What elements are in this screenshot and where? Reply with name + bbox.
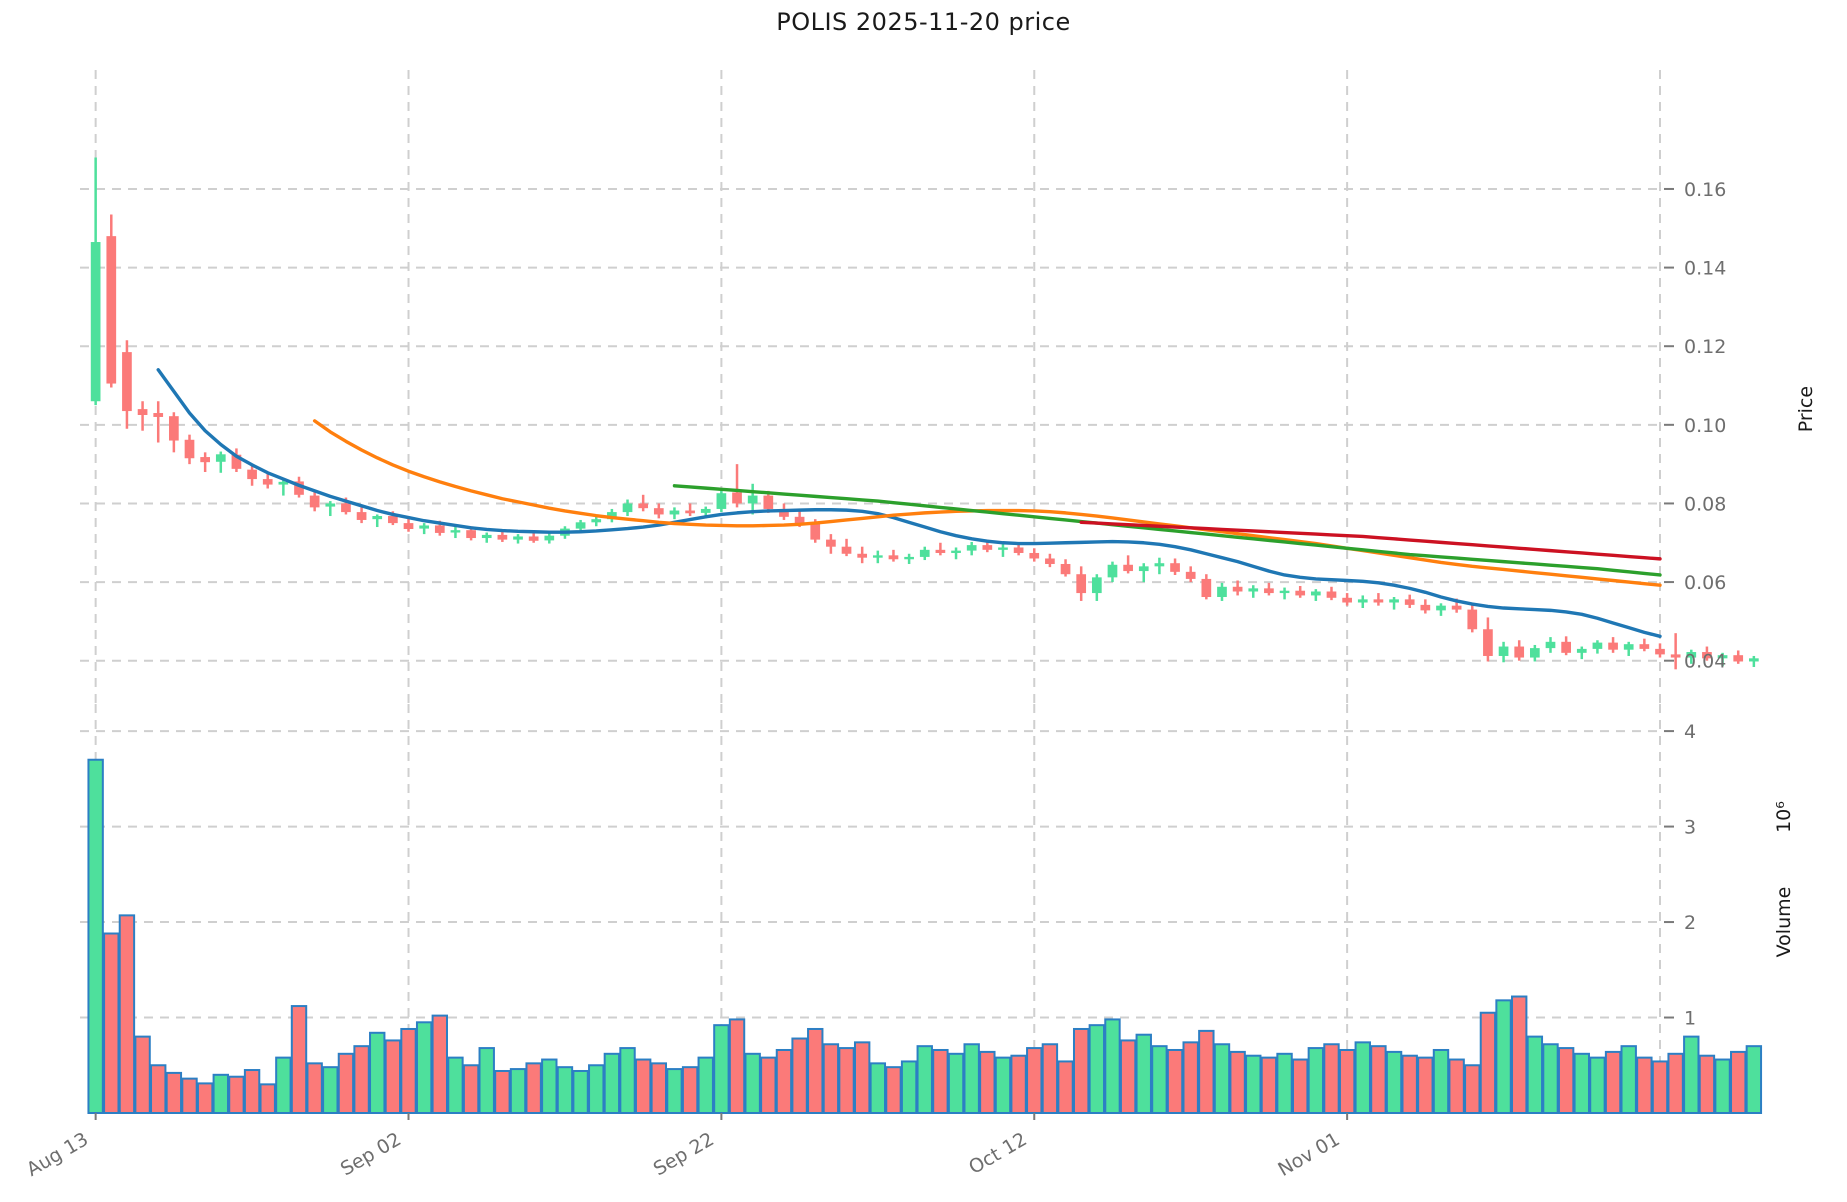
svg-text:0.12: 0.12 (1684, 336, 1726, 358)
svg-text:Aug 13: Aug 13 (23, 1128, 92, 1181)
svg-text:0.08: 0.08 (1684, 493, 1726, 515)
svg-text:1: 1 (1684, 1008, 1696, 1030)
svg-text:Nov 01: Nov 01 (1274, 1128, 1343, 1181)
svg-text:10⁶: 10⁶ (1773, 801, 1795, 833)
svg-text:4: 4 (1684, 721, 1696, 743)
candlestick-bars (90, 157, 1759, 670)
svg-text:0.14: 0.14 (1684, 258, 1726, 280)
svg-text:Oct 12: Oct 12 (965, 1128, 1031, 1179)
axis-ticks (94, 187, 1674, 1120)
svg-text:0.06: 0.06 (1684, 572, 1726, 594)
grid-lines (80, 70, 1661, 1113)
moving-average-lines (156, 368, 1662, 639)
svg-text:0.04: 0.04 (1684, 651, 1726, 673)
svg-text:2: 2 (1684, 912, 1696, 934)
chart-title: POLIS 2025-11-20 price (776, 8, 1071, 36)
svg-text:Sep 22: Sep 22 (650, 1128, 718, 1180)
svg-text:0.10: 0.10 (1684, 415, 1726, 437)
svg-text:Price: Price (1795, 386, 1817, 432)
svg-text:Sep 02: Sep 02 (337, 1128, 405, 1180)
svg-text:Volume: Volume (1773, 887, 1795, 958)
volume-bars (87, 758, 1763, 1115)
svg-text:0.16: 0.16 (1684, 179, 1726, 201)
svg-text:3: 3 (1684, 817, 1696, 839)
